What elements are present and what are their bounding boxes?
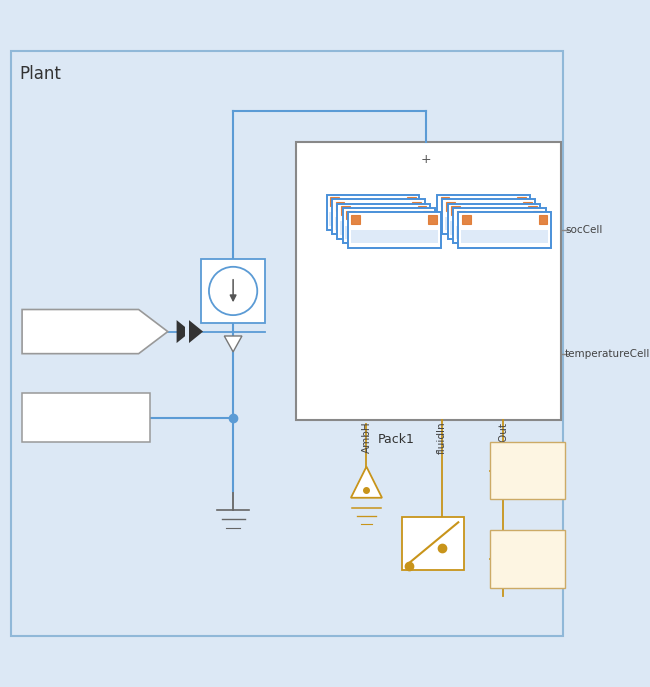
FancyBboxPatch shape xyxy=(350,230,438,243)
FancyBboxPatch shape xyxy=(402,517,463,570)
FancyBboxPatch shape xyxy=(330,212,417,226)
FancyBboxPatch shape xyxy=(352,215,360,224)
FancyBboxPatch shape xyxy=(330,197,339,206)
FancyBboxPatch shape xyxy=(539,215,547,224)
FancyBboxPatch shape xyxy=(440,212,527,226)
FancyBboxPatch shape xyxy=(412,202,421,211)
Text: <: < xyxy=(495,466,504,475)
FancyBboxPatch shape xyxy=(428,215,437,224)
Polygon shape xyxy=(177,320,190,343)
FancyBboxPatch shape xyxy=(202,259,265,323)
FancyBboxPatch shape xyxy=(343,208,436,243)
Text: Plant: Plant xyxy=(20,65,61,83)
Polygon shape xyxy=(224,336,242,352)
FancyBboxPatch shape xyxy=(327,194,419,230)
FancyBboxPatch shape xyxy=(458,212,551,248)
Text: temperatureCell: temperatureCell xyxy=(565,349,650,359)
Text: f(x) = 0: f(x) = 0 xyxy=(62,412,110,424)
FancyBboxPatch shape xyxy=(446,202,455,211)
FancyBboxPatch shape xyxy=(490,530,565,587)
FancyBboxPatch shape xyxy=(441,197,449,206)
FancyBboxPatch shape xyxy=(10,51,564,636)
FancyBboxPatch shape xyxy=(348,212,441,248)
FancyBboxPatch shape xyxy=(337,203,430,239)
FancyBboxPatch shape xyxy=(296,142,561,420)
FancyBboxPatch shape xyxy=(461,230,549,243)
FancyBboxPatch shape xyxy=(523,202,532,211)
FancyBboxPatch shape xyxy=(453,208,546,243)
FancyBboxPatch shape xyxy=(346,211,355,219)
Text: socCell: socCell xyxy=(565,225,603,235)
FancyBboxPatch shape xyxy=(341,206,350,215)
Text: fluidOut: fluidOut xyxy=(499,422,508,464)
Text: +: + xyxy=(421,153,431,166)
FancyBboxPatch shape xyxy=(517,197,526,206)
FancyBboxPatch shape xyxy=(22,394,150,442)
FancyBboxPatch shape xyxy=(423,211,432,219)
FancyBboxPatch shape xyxy=(462,215,471,224)
FancyBboxPatch shape xyxy=(345,225,433,239)
FancyBboxPatch shape xyxy=(451,206,460,215)
Polygon shape xyxy=(185,320,189,343)
FancyBboxPatch shape xyxy=(418,206,426,215)
Text: fluidIn: fluidIn xyxy=(437,422,447,454)
Text: batteryCurrent: batteryCurrent xyxy=(42,326,119,337)
FancyBboxPatch shape xyxy=(332,199,424,234)
FancyBboxPatch shape xyxy=(445,217,532,230)
Text: <: < xyxy=(495,554,504,564)
FancyBboxPatch shape xyxy=(448,203,540,239)
FancyBboxPatch shape xyxy=(335,202,345,211)
Text: AmbH: AmbH xyxy=(361,422,371,453)
FancyBboxPatch shape xyxy=(456,225,543,239)
Polygon shape xyxy=(351,466,382,498)
FancyBboxPatch shape xyxy=(534,211,542,219)
FancyBboxPatch shape xyxy=(437,194,530,230)
FancyBboxPatch shape xyxy=(528,206,537,215)
FancyBboxPatch shape xyxy=(335,217,422,230)
FancyBboxPatch shape xyxy=(407,197,416,206)
FancyBboxPatch shape xyxy=(450,221,538,235)
FancyBboxPatch shape xyxy=(340,221,427,235)
Polygon shape xyxy=(189,320,203,343)
Polygon shape xyxy=(22,310,168,354)
FancyBboxPatch shape xyxy=(490,442,565,499)
FancyBboxPatch shape xyxy=(443,199,535,234)
Text: Pack1: Pack1 xyxy=(378,433,415,446)
FancyBboxPatch shape xyxy=(456,211,465,219)
